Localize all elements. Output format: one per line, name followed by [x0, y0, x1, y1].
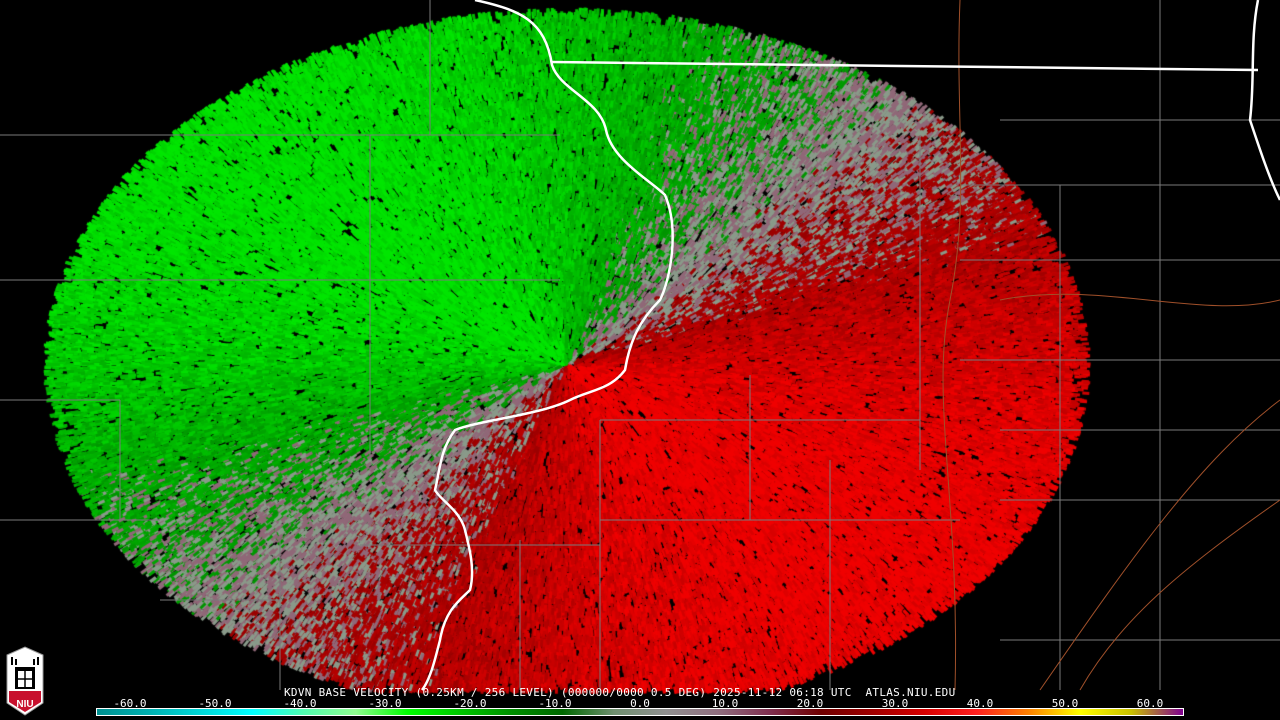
colorbar-tick-label: 30.0 [881, 697, 909, 710]
mississippi-river-border [420, 0, 674, 691]
colorbar-tick-label: 60.0 [1136, 697, 1164, 710]
colorbar-tick-label: 0.0 [630, 697, 650, 710]
colorbar-tick-label: 40.0 [966, 697, 994, 710]
colorbar-tick-label: -50.0 [198, 697, 232, 710]
niu-logo: NIU [6, 646, 44, 716]
iowa-minnesota-border [551, 60, 1259, 72]
colorbar-tick-label: -20.0 [453, 697, 487, 710]
colorbar-tick-label: 10.0 [711, 697, 739, 710]
colorbar-tick-label: 50.0 [1051, 697, 1079, 710]
velocity-colorbar [96, 708, 1184, 716]
colorbar-tick-label: -60.0 [113, 697, 147, 710]
county-lines [0, 0, 1280, 690]
product-title: KDVN BASE VELOCITY (0.25KM / 256 LEVEL) … [284, 686, 956, 699]
rivers [942, 0, 1280, 691]
colorbar-tick-label: -10.0 [538, 697, 572, 710]
colorbar-tick-label: -40.0 [283, 697, 317, 710]
logo-text: NIU [16, 699, 33, 710]
state-lines [420, 0, 1280, 691]
colorbar-tick-label: -30.0 [368, 697, 402, 710]
colorbar-tick-label: 20.0 [796, 697, 824, 710]
wisconsin-lakeshore [1248, 0, 1280, 201]
